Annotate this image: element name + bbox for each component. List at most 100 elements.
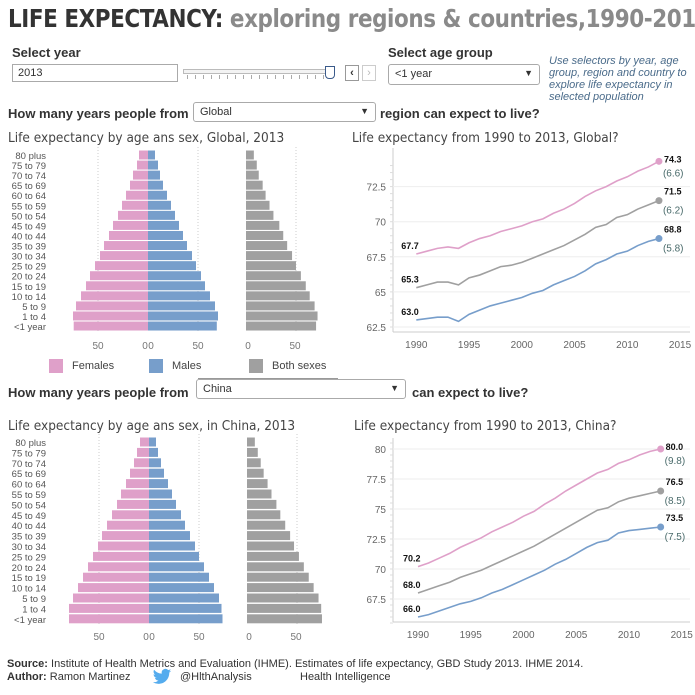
x-tick-label: 2015 <box>669 340 692 351</box>
end-value-label: 73.5 <box>666 513 684 523</box>
both-bar <box>247 593 319 603</box>
female-bar <box>130 180 148 190</box>
female-bar <box>118 210 148 220</box>
region-select[interactable]: Global ▼ <box>193 102 376 122</box>
female-bar <box>139 150 148 160</box>
female-bar <box>73 593 149 603</box>
year-input[interactable]: 2013 <box>12 64 178 82</box>
axis-tick-label: 0 <box>143 632 149 643</box>
both-bar <box>247 510 281 520</box>
age-label: 60 to 64 <box>12 191 46 202</box>
age-label: 15 to 19 <box>12 573 46 584</box>
both-bar <box>246 261 296 271</box>
male-bar <box>148 251 192 261</box>
age-group-select[interactable]: <1 year ▼ <box>388 64 540 85</box>
both-bar <box>246 230 284 240</box>
y-tick-label: 70 <box>375 565 387 576</box>
both-bar <box>246 281 306 291</box>
prev-year-button[interactable]: ‹ <box>345 65 359 81</box>
age-label: 65 to 69 <box>12 469 46 480</box>
gain-label: (9.8) <box>665 456 686 467</box>
both-bar <box>247 479 268 489</box>
y-tick-label: 62.5 <box>367 323 387 334</box>
organization: Health Intelligence <box>300 671 391 683</box>
next-year-button[interactable]: › <box>362 65 376 81</box>
series-line-females <box>416 160 660 255</box>
male-bar <box>149 468 164 478</box>
chevron-right-icon: › <box>367 67 371 79</box>
male-bar <box>149 447 158 457</box>
age-label: 20 to 24 <box>12 272 46 283</box>
both-bar <box>246 210 274 220</box>
country-question-suffix: can expect to live? <box>412 385 529 400</box>
y-tick-label: 80 <box>375 445 387 456</box>
gain-label: (5.8) <box>663 244 684 255</box>
male-bar <box>148 261 196 271</box>
axis-tick-label: 0 <box>142 341 148 352</box>
country-question-prefix: How many years people from <box>8 385 189 400</box>
twitter-handle[interactable]: @HlthAnalysis <box>180 671 252 683</box>
y-tick-label: 70 <box>375 218 387 229</box>
female-bar <box>113 220 148 230</box>
male-bar <box>148 170 160 180</box>
line-chart-global: 62.5 65 67.5 70 72.5 1990 1995 2000 2005 2010 2015… <box>367 148 692 351</box>
legend-males: Males <box>149 359 201 373</box>
both-bar <box>246 220 280 230</box>
slider-thumb[interactable] <box>325 66 335 79</box>
both-bar <box>246 301 315 311</box>
gain-label: (6.2) <box>663 206 684 217</box>
males-swatch <box>149 359 163 373</box>
both-bar <box>247 572 309 582</box>
both-bar <box>246 311 318 321</box>
male-bar <box>149 551 199 561</box>
male-bar <box>149 510 181 520</box>
female-bar <box>95 261 148 271</box>
chevron-left-icon: ‹ <box>350 67 354 79</box>
age-label: <1 year <box>14 615 46 626</box>
age-label: 80 plus <box>15 151 46 162</box>
both-swatch <box>249 359 263 373</box>
age-label: 5 to 9 <box>22 302 46 313</box>
end-point <box>657 445 665 453</box>
female-bar <box>98 541 149 551</box>
male-bar <box>148 230 183 240</box>
source-line: Source: Institute of Health Metrics and … <box>7 658 584 670</box>
females-swatch <box>49 359 63 373</box>
dropdown-arrow-icon: ▼ <box>360 106 369 116</box>
axis-tick-label: 50 <box>290 632 302 643</box>
age-label: 70 to 74 <box>12 459 46 470</box>
both-bar <box>247 541 295 551</box>
country-select[interactable]: China ▼ <box>196 379 406 399</box>
both-bar <box>246 291 310 301</box>
start-value-label: 67.7 <box>401 241 419 251</box>
line-title-china: Life expectancy from 1990 to 2013, China… <box>354 418 617 434</box>
age-label: 1 to 4 <box>22 604 46 615</box>
age-group-value: <1 year <box>395 68 432 80</box>
male-bar <box>149 562 204 572</box>
line-title-global: Life expectancy from 1990 to 2013, Globa… <box>352 130 619 146</box>
end-value-label: 76.5 <box>666 477 684 487</box>
year-slider[interactable] <box>183 66 339 80</box>
female-bar <box>88 562 149 572</box>
both-bar <box>247 531 291 541</box>
female-bar <box>122 200 148 210</box>
female-bar <box>109 230 148 240</box>
age-label: 30 to 34 <box>12 252 46 263</box>
female-bar <box>107 520 149 530</box>
female-bar <box>137 160 148 170</box>
country-value: China <box>203 383 232 395</box>
end-value-label: 74.3 <box>664 154 682 164</box>
female-bar <box>121 489 149 499</box>
male-bar <box>149 489 172 499</box>
age-label: 40 to 44 <box>12 521 46 532</box>
both-bar <box>246 271 301 281</box>
y-tick-label: 77.5 <box>367 475 387 486</box>
male-bar <box>148 160 158 170</box>
age-label: 75 to 79 <box>12 161 46 172</box>
age-label: 10 to 14 <box>12 584 46 595</box>
pyramid-title-global: Life expectancy by age ans sex, Global, … <box>8 130 285 146</box>
female-bar <box>117 499 149 509</box>
both-bar <box>246 180 263 190</box>
twitter-icon[interactable] <box>152 668 172 686</box>
